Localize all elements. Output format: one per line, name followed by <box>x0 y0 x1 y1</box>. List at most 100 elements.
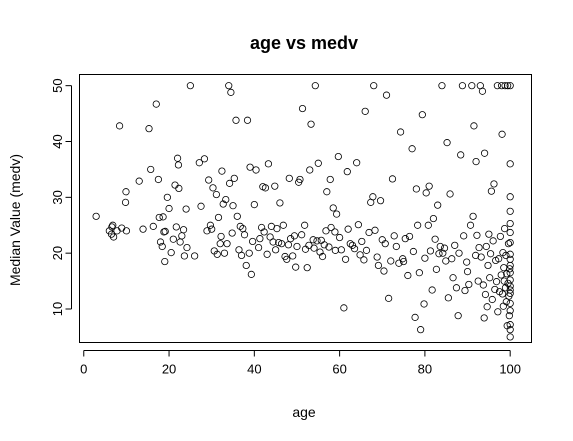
data-point <box>477 253 485 261</box>
data-point <box>232 116 240 124</box>
data-point <box>293 242 301 251</box>
data-point <box>346 240 354 248</box>
data-point <box>502 251 510 259</box>
data-point <box>466 221 475 229</box>
data-point <box>250 200 258 209</box>
data-point <box>122 188 130 196</box>
data-point <box>455 249 463 257</box>
data-point <box>180 252 188 260</box>
data-point <box>229 202 237 210</box>
data-point <box>454 312 462 320</box>
data-point <box>428 286 436 294</box>
data-point <box>498 130 506 138</box>
data-point <box>418 111 426 119</box>
data-point <box>482 242 490 251</box>
data-point <box>481 290 490 299</box>
data-point <box>167 249 175 257</box>
data-point <box>227 88 235 96</box>
data-point <box>435 250 443 258</box>
data-points <box>92 82 514 341</box>
plot-frame <box>79 74 532 343</box>
data-point <box>506 289 514 297</box>
data-point <box>242 261 250 270</box>
data-point <box>501 284 510 292</box>
data-point <box>438 82 446 90</box>
data-point <box>506 193 514 201</box>
data-point <box>225 179 234 187</box>
data-point <box>493 82 501 90</box>
data-point <box>217 232 225 241</box>
data-point <box>417 326 425 334</box>
data-point <box>506 326 514 334</box>
data-point <box>358 237 366 246</box>
data-point <box>197 202 205 210</box>
data-point <box>506 238 514 247</box>
data-point <box>343 168 351 176</box>
data-point <box>161 227 169 235</box>
data-point <box>420 300 428 308</box>
x-tick-label: 60 <box>332 362 346 377</box>
data-point <box>341 255 350 263</box>
x-axis: 0 20 40 60 80 100 <box>80 350 521 377</box>
data-point <box>463 267 472 276</box>
data-point <box>409 247 417 256</box>
data-point <box>492 278 501 286</box>
data-point <box>382 91 391 99</box>
data-point <box>169 235 177 243</box>
data-point <box>159 213 167 221</box>
data-point <box>501 82 509 90</box>
data-point <box>376 197 385 205</box>
data-point <box>371 226 379 234</box>
data-point <box>506 207 514 215</box>
data-point <box>237 251 246 259</box>
data-point <box>310 244 318 252</box>
data-point <box>500 277 508 285</box>
data-point <box>414 221 422 229</box>
data-point <box>408 145 416 153</box>
data-point <box>504 82 512 90</box>
data-point <box>478 87 487 95</box>
y-axis: 10 20 30 40 50 <box>50 78 72 316</box>
data-point <box>331 228 339 236</box>
data-point <box>296 175 304 184</box>
data-point <box>496 232 504 241</box>
data-point <box>487 187 496 195</box>
data-point <box>506 299 514 308</box>
x-axis-label: age <box>292 404 316 420</box>
data-point <box>448 255 456 263</box>
data-point <box>360 256 368 264</box>
data-point <box>233 212 241 220</box>
data-point <box>506 219 514 228</box>
data-point <box>186 82 194 90</box>
y-tick-label: 30 <box>50 190 65 204</box>
data-point <box>172 223 180 231</box>
data-point <box>213 250 221 258</box>
data-point <box>318 252 327 261</box>
data-point <box>432 265 441 273</box>
data-point <box>479 281 487 289</box>
data-point <box>271 182 279 190</box>
data-point <box>388 175 397 183</box>
data-point <box>497 271 505 279</box>
data-point <box>486 274 494 282</box>
x-tick-label: 40 <box>247 362 261 377</box>
data-point <box>356 251 364 259</box>
data-point <box>350 245 359 253</box>
data-point <box>147 165 155 174</box>
data-point <box>118 224 126 232</box>
data-point <box>243 116 252 124</box>
data-point <box>506 265 514 273</box>
data-point <box>195 159 203 167</box>
data-point <box>385 294 393 302</box>
data-point <box>203 227 211 235</box>
data-point <box>331 246 339 254</box>
data-point <box>292 263 300 271</box>
data-point <box>275 238 283 247</box>
data-point <box>460 232 468 240</box>
data-point <box>436 242 444 251</box>
data-point <box>110 233 118 241</box>
x-tick-label: 0 <box>80 362 87 377</box>
data-point <box>323 188 331 196</box>
data-point <box>316 248 324 256</box>
data-point <box>276 199 284 207</box>
